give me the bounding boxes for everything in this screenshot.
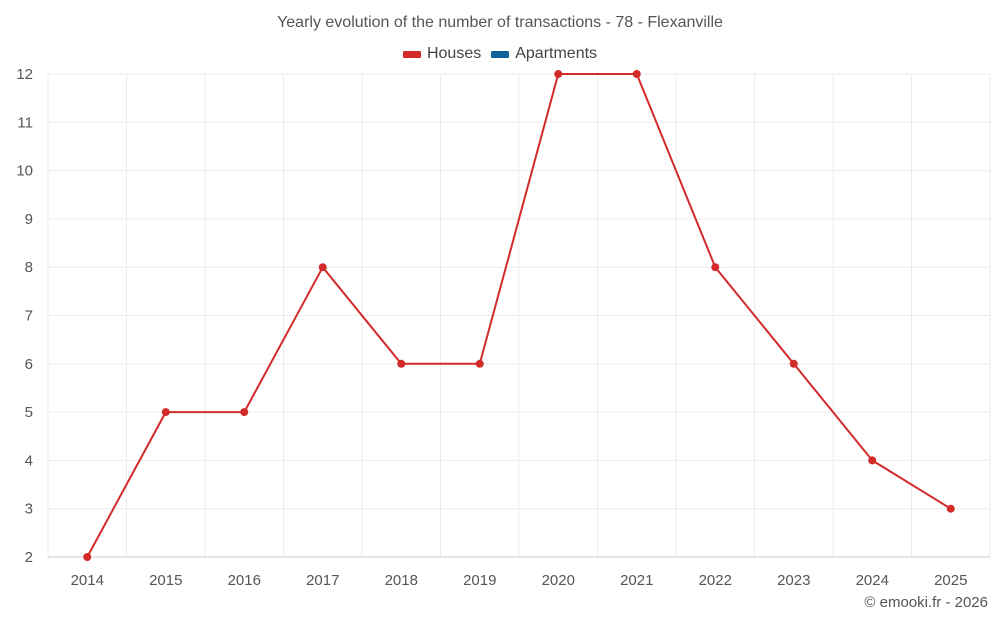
y-tick-label: 11 (17, 114, 33, 131)
credit-text: © emooki.fr - 2026 (864, 594, 988, 611)
x-tick-label: 2014 (71, 572, 104, 589)
data-point-houses (946, 504, 955, 513)
legend-swatch-apartments (491, 50, 510, 58)
data-point-houses (789, 359, 798, 368)
y-tick-label: 7 (25, 308, 33, 325)
legend: Houses Apartments (0, 45, 1000, 63)
data-point-houses (632, 70, 641, 78)
data-point-houses (83, 553, 92, 561)
y-tick-label: 8 (25, 259, 33, 276)
x-tick-label: 2018 (385, 572, 418, 589)
legend-item-houses[interactable]: Houses (402, 45, 482, 63)
x-tick-label: 2017 (306, 572, 339, 589)
legend-swatch-houses (402, 50, 421, 58)
data-point-houses (240, 408, 249, 417)
y-tick-label: 4 (25, 452, 33, 469)
chart-title: Yearly evolution of the number of transa… (277, 14, 723, 31)
legend-item-apartments[interactable]: Apartments (491, 45, 597, 63)
data-point-houses (711, 263, 720, 272)
x-tick-label: 2020 (542, 572, 575, 589)
y-tick-label: 2 (25, 549, 33, 566)
y-tick-label: 9 (25, 211, 33, 228)
y-tick-label: 12 (16, 66, 33, 83)
x-tick-label: 2015 (149, 572, 182, 589)
x-tick-label: 2021 (620, 572, 653, 589)
y-tick-label: 6 (25, 356, 33, 373)
series-line-houses (86, 73, 952, 558)
data-point-houses (318, 263, 327, 272)
x-tick-label: 2019 (463, 572, 496, 589)
y-tick-label: 3 (25, 501, 33, 518)
x-tick-label: 2016 (228, 572, 261, 589)
x-tick-label: 2024 (856, 572, 889, 589)
y-tick-label: 5 (25, 404, 33, 421)
data-point-houses (475, 359, 484, 368)
y-tick-label: 10 (16, 163, 33, 180)
legend-label-houses: Houses (426, 45, 482, 62)
data-point-houses (868, 456, 877, 465)
legend-label-apartments: Apartments (515, 45, 598, 62)
data-point-houses (397, 359, 406, 368)
x-tick-label: 2025 (934, 572, 967, 589)
data-point-houses (554, 70, 563, 78)
x-tick-label: 2022 (699, 572, 732, 589)
data-point-houses (161, 408, 170, 417)
x-tick-label: 2023 (777, 572, 810, 589)
